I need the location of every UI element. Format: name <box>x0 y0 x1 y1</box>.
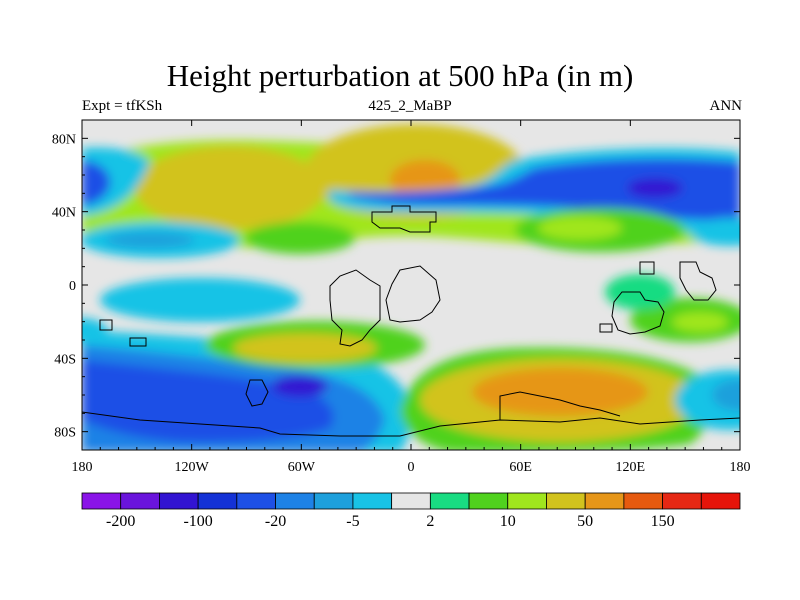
colorbar-swatch <box>352 492 393 510</box>
field-tropics-sw-pacific-core <box>672 312 728 332</box>
coast-east-asia <box>679 261 717 301</box>
x-tick-label: 0 <box>408 460 415 475</box>
colorbar-label: 10 <box>500 513 516 530</box>
field-dateline-low <box>82 160 111 206</box>
colorbar-swatch <box>391 492 431 510</box>
colorbar-swatch <box>546 492 586 510</box>
coast-south-pacific-islands <box>99 319 147 347</box>
coast-north-africa-europe <box>371 205 437 233</box>
colorbar-swatch <box>81 492 122 510</box>
field-s-pacific-subtrop-core <box>233 333 377 363</box>
colorbar-label: 150 <box>651 513 675 530</box>
colorbar-swatch <box>623 492 663 510</box>
colorbar-swatch <box>700 492 741 510</box>
x-tick-label: 120W <box>175 460 210 475</box>
colorbar-label: -20 <box>265 513 286 530</box>
colorbar-swatch <box>159 492 199 510</box>
chart-title: Height perturbation at 500 hPa (in m) <box>166 58 634 93</box>
colorbar-swatch <box>429 492 470 510</box>
coast-south-america <box>329 269 381 347</box>
y-tick-label: 0 <box>69 279 76 294</box>
season-label: ANN <box>709 98 743 114</box>
field-s-indian-core <box>472 368 648 416</box>
contour-field <box>82 124 740 450</box>
field-sw-atlantic-low <box>82 318 107 342</box>
coast-antarctica <box>82 411 740 437</box>
y-tick-label: 40S <box>54 352 76 367</box>
colorbar-label: -200 <box>106 513 135 530</box>
experiment-label: Expt = tfKSh <box>82 98 163 114</box>
colorbar-swatch <box>120 492 160 510</box>
x-tick-label: 120E <box>616 460 646 475</box>
field-n-pacific-low <box>135 146 325 230</box>
coast-south-andes <box>245 379 269 407</box>
x-tick-label: 60W <box>288 460 316 475</box>
coast-africa <box>385 265 441 323</box>
field-siberian-core <box>627 178 683 198</box>
x-tick-label: 180 <box>730 460 751 475</box>
field-east-pacific-high <box>245 222 355 254</box>
case-label: 425_2_MaBP <box>368 98 452 114</box>
colorbar-swatch <box>507 492 547 510</box>
field-subtrop-n-pacific <box>105 232 195 248</box>
field-tropics-e-pacific <box>100 278 300 322</box>
colorbar-swatch <box>313 492 354 510</box>
colorbar-label: -100 <box>183 513 212 530</box>
colorbar-swatch <box>584 492 625 510</box>
coast-australia <box>611 291 665 335</box>
y-tick-label: 80S <box>54 426 76 441</box>
y-tick-label: 80N <box>52 132 76 147</box>
colorbar-label: 50 <box>577 513 593 530</box>
field-se-pacific-low-inner <box>712 379 740 411</box>
colorbar-swatch <box>275 492 315 510</box>
field-east-asia-low <box>690 218 740 246</box>
colorbar: -200 -100 -20 -5 2 10 50 150 <box>81 492 741 530</box>
field-siberian-low <box>347 158 740 221</box>
colorbar-swatch <box>468 492 509 510</box>
x-tick-label: 60E <box>509 460 532 475</box>
colorbar-label: 2 <box>426 513 434 530</box>
colorbar-label: -5 <box>346 513 359 530</box>
axis-labels: 180 120W 60W 0 60E 120E 180 80N 40N 0 40S 80S <box>52 132 751 475</box>
colorbar-swatch <box>662 492 702 510</box>
land-outlines <box>82 205 740 437</box>
field-sh-low-core <box>272 375 328 397</box>
colorbar-swatch <box>197 492 238 510</box>
axis-ticks <box>81 120 741 450</box>
colorbar-swatch <box>236 492 276 510</box>
field-sh-low-inner <box>82 360 334 443</box>
coast-indonesia-b <box>639 261 655 275</box>
field-middle-east-core <box>538 216 622 240</box>
coast-antarctica-step <box>499 391 621 420</box>
coast-indonesia-a <box>599 323 613 333</box>
x-tick-label: 180 <box>72 460 93 475</box>
y-tick-label: 40N <box>52 206 76 221</box>
